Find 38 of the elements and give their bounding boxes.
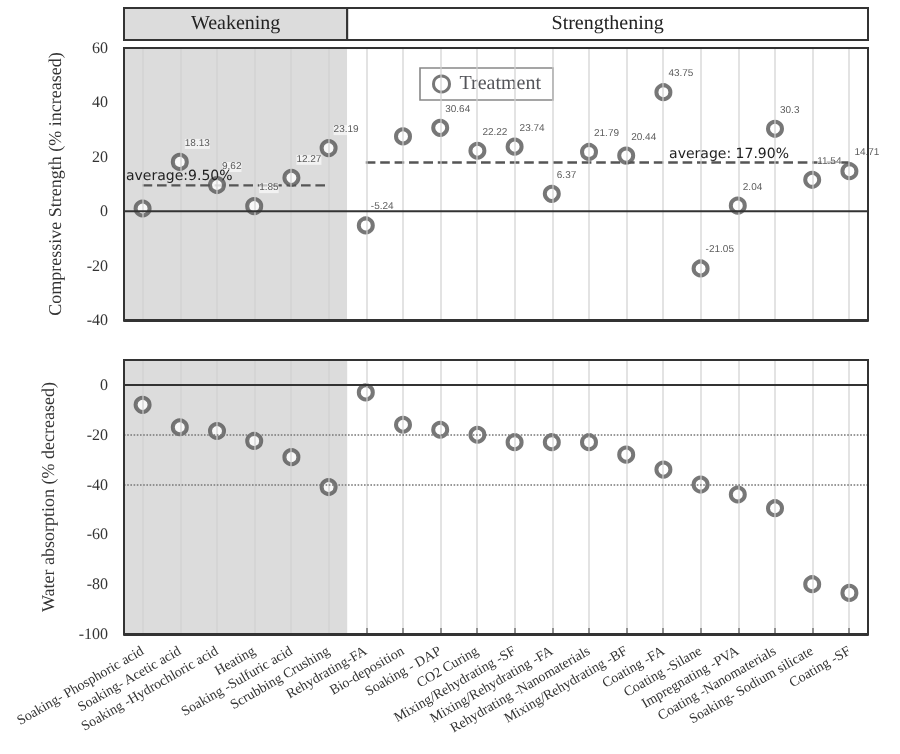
y-tick-label: 60 — [92, 39, 108, 57]
point — [840, 583, 859, 602]
y-tick-label: 0 — [100, 202, 108, 221]
point — [617, 445, 636, 464]
point — [766, 499, 784, 518]
point — [394, 415, 412, 434]
y-axis-title: Compressive Strength (% increased) — [45, 52, 65, 316]
y-tick-label: -20 — [86, 425, 108, 444]
point — [282, 168, 301, 187]
y-tick-label: 0 — [100, 375, 108, 394]
point — [356, 216, 375, 235]
point — [133, 395, 152, 414]
band-label: Strengthening — [551, 13, 664, 35]
y-tick-label: -100 — [78, 625, 108, 643]
point — [803, 170, 822, 189]
point — [394, 127, 412, 146]
point — [728, 485, 747, 504]
point — [617, 146, 636, 165]
point — [803, 575, 822, 594]
point — [431, 118, 450, 137]
y-tick-label: -40 — [86, 475, 108, 494]
point — [468, 141, 487, 160]
point — [766, 119, 784, 138]
point — [654, 83, 673, 102]
point — [840, 162, 859, 181]
y-axis-title: Water absorption (% decreased) — [37, 382, 58, 612]
y-tick-label: 40 — [92, 93, 108, 112]
y-tick-label: -40 — [86, 311, 108, 329]
y-tick-label: 20 — [92, 147, 108, 166]
y-tick-label: -80 — [86, 575, 108, 594]
y-tick-label: -20 — [86, 256, 108, 275]
point — [319, 139, 338, 158]
point — [282, 448, 301, 467]
point — [542, 184, 561, 203]
y-tick-label: -60 — [86, 525, 108, 544]
band-label: Weakening — [190, 13, 281, 35]
point — [580, 142, 598, 161]
legend-label: Treatment — [459, 73, 542, 95]
